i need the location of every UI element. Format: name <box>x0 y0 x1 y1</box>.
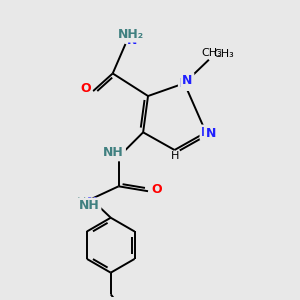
Text: O: O <box>151 184 161 197</box>
Text: O: O <box>80 82 91 95</box>
Text: N: N <box>182 74 193 87</box>
Text: H: H <box>103 148 112 161</box>
Text: N: N <box>206 127 216 140</box>
Text: H: H <box>76 196 86 209</box>
Text: N: N <box>127 34 137 46</box>
Text: NH: NH <box>103 146 124 159</box>
Text: NH₂: NH₂ <box>118 28 144 41</box>
Text: N: N <box>87 196 97 209</box>
Text: NH: NH <box>79 200 100 212</box>
Text: CH₃: CH₃ <box>214 49 235 59</box>
Text: N: N <box>184 73 194 86</box>
Text: H: H <box>119 29 128 42</box>
Text: CH₃: CH₃ <box>202 48 222 58</box>
Text: N: N <box>207 128 217 141</box>
Text: H: H <box>136 29 145 42</box>
Text: N: N <box>179 77 190 90</box>
Text: N: N <box>113 148 124 161</box>
Text: N: N <box>201 126 211 139</box>
Text: H: H <box>171 151 180 161</box>
Text: O: O <box>152 183 162 196</box>
Text: O: O <box>81 82 92 96</box>
